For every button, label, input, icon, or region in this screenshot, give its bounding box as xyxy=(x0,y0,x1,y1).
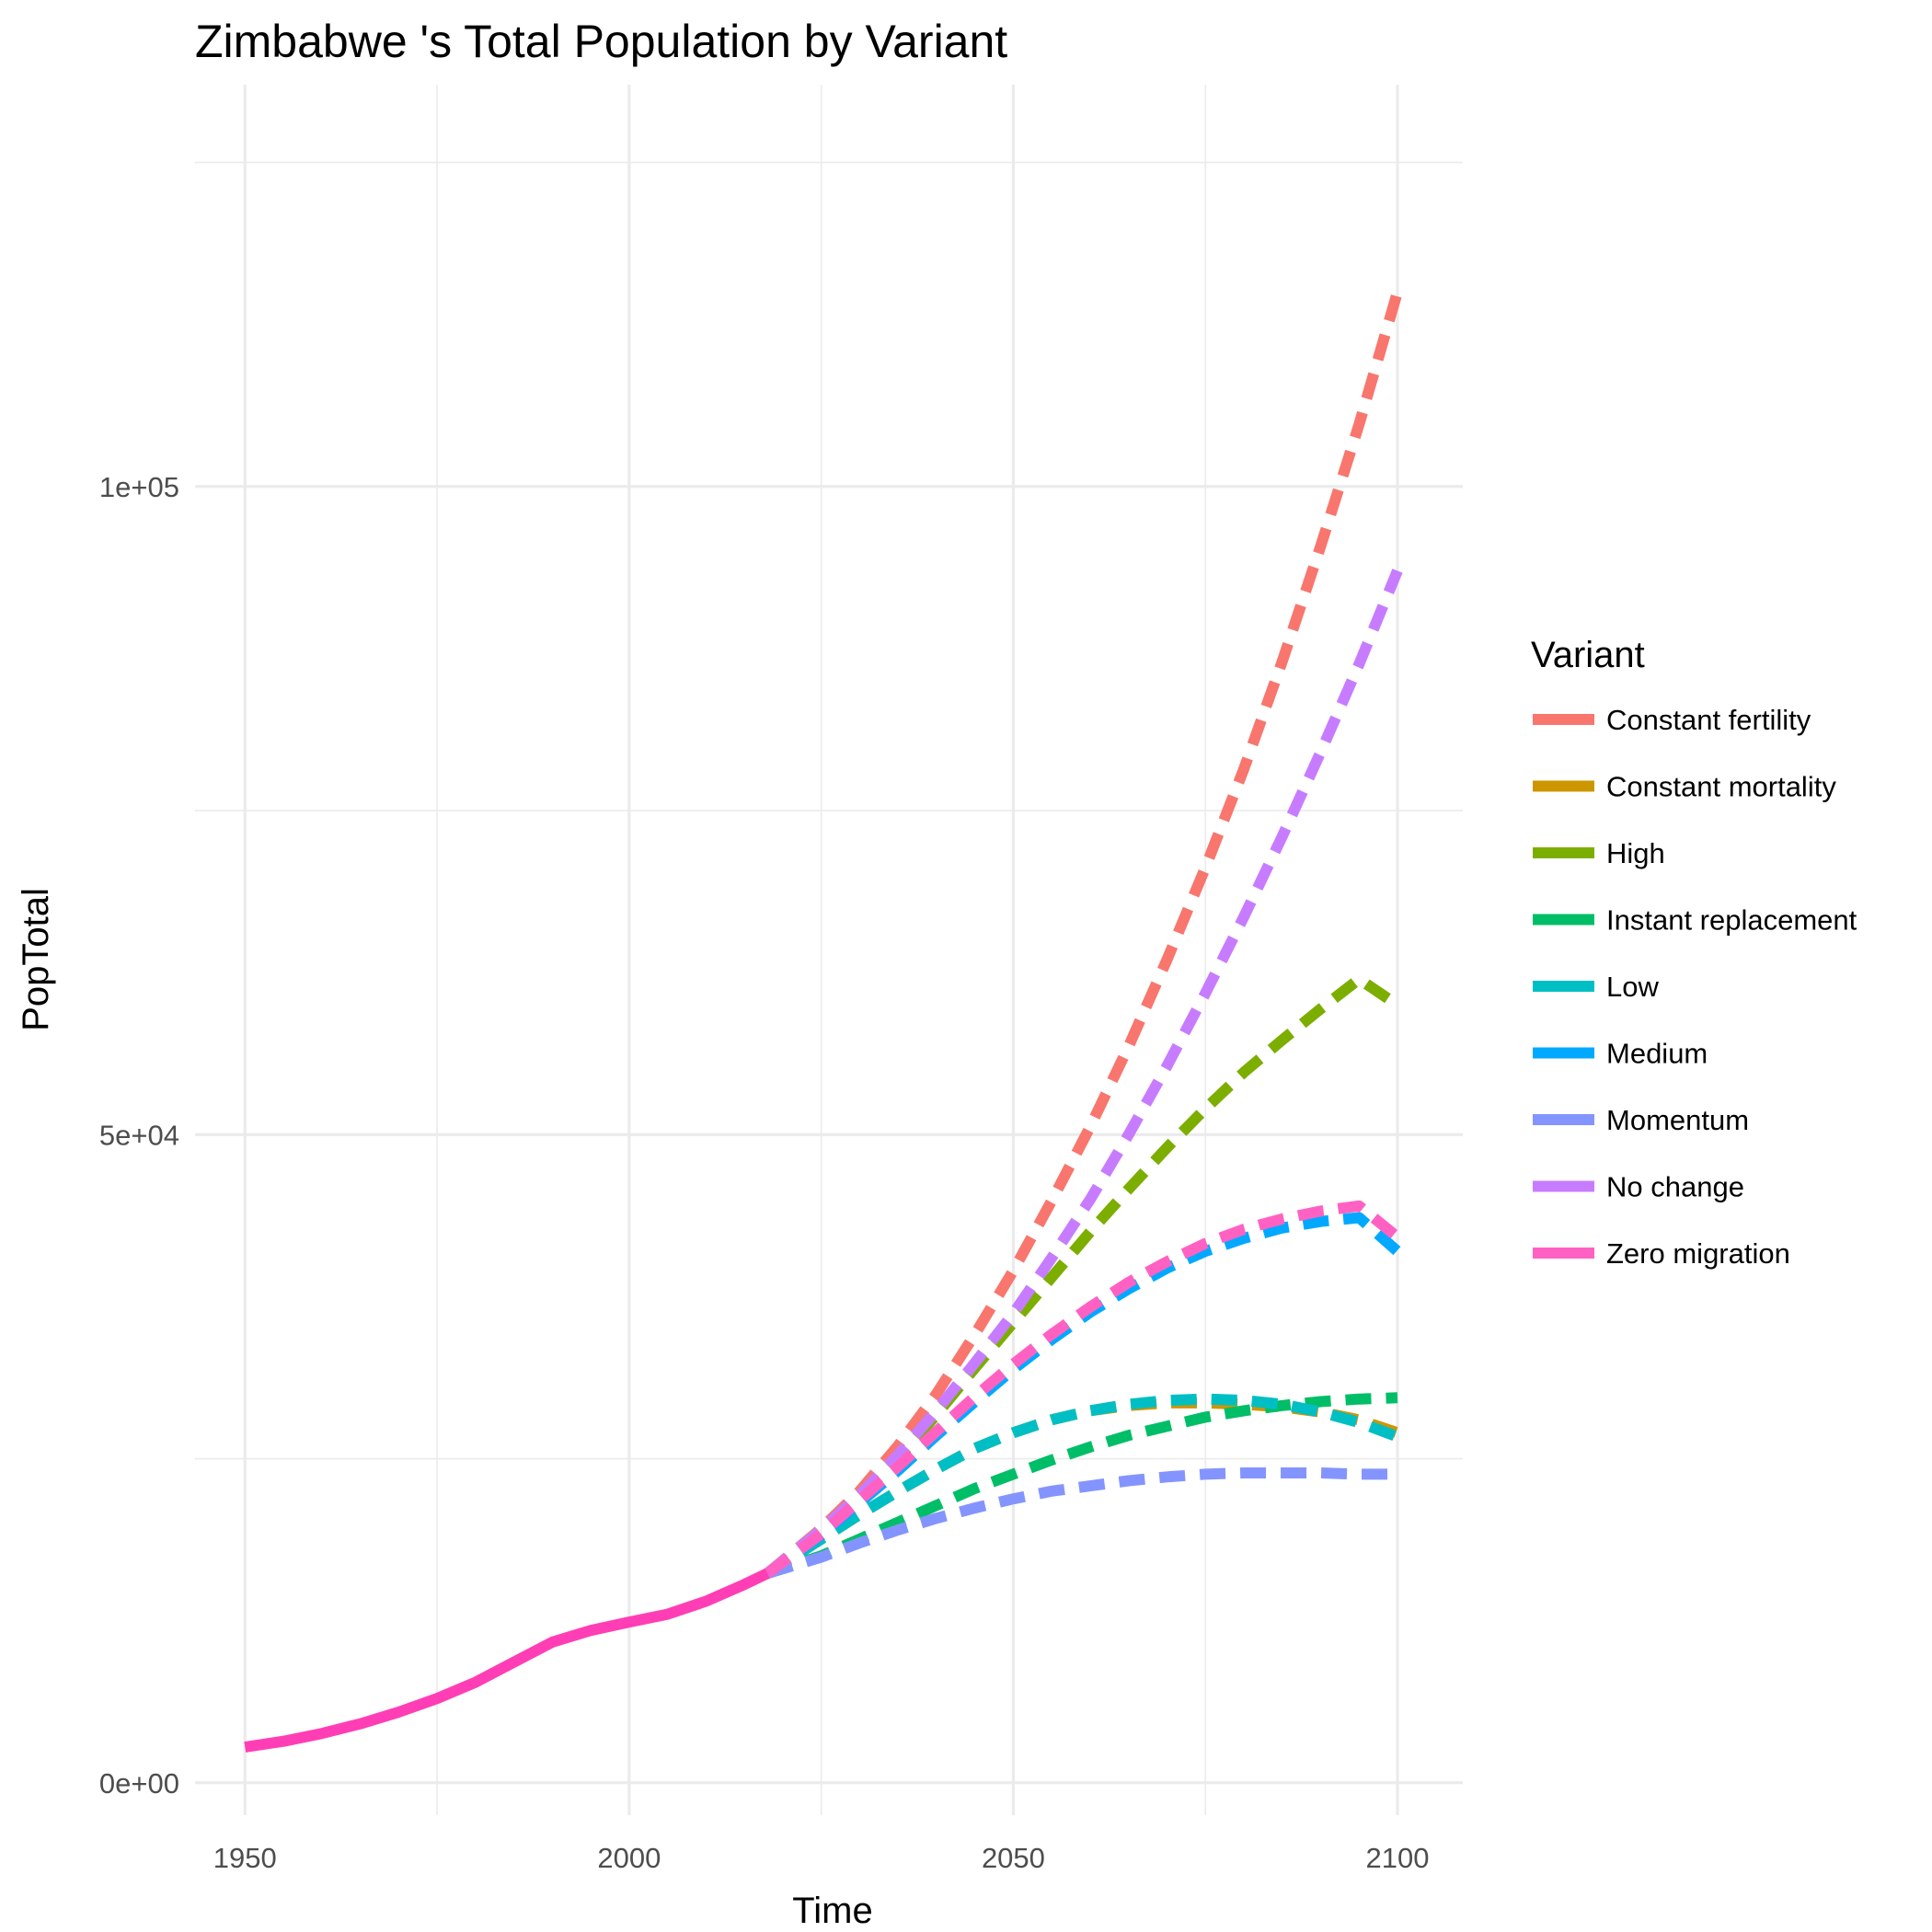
legend-items: Constant fertility Constant mortality High… xyxy=(1533,704,1857,1270)
y-tick-label: 0e+00 xyxy=(99,1767,179,1800)
legend-label: Low xyxy=(1606,971,1659,1003)
series-line-low xyxy=(764,1393,1400,1579)
x-axis-title: Time xyxy=(792,1891,872,1931)
series-lines xyxy=(244,290,1403,1753)
legend-label: Medium xyxy=(1606,1038,1708,1070)
historical-line xyxy=(244,1568,770,1753)
series-line-momentum xyxy=(765,1467,1397,1579)
legend-label: Instant replacement xyxy=(1606,904,1857,937)
series-line-zero-migration xyxy=(764,1200,1401,1579)
legend-label: Constant fertility xyxy=(1606,704,1811,736)
x-axis-tick-labels: 1950 2000 2050 2100 xyxy=(213,1842,1430,1874)
series-line-medium xyxy=(764,1212,1401,1579)
y-tick-label: 1e+05 xyxy=(99,471,179,503)
legend-label: Zero migration xyxy=(1606,1237,1790,1270)
x-tick-label: 2000 xyxy=(597,1842,661,1874)
series-line-instant-replacement xyxy=(765,1392,1398,1579)
series-line-no-change xyxy=(764,569,1403,1578)
legend-title: Variant xyxy=(1531,635,1645,675)
legend-label: No change xyxy=(1606,1171,1744,1203)
x-tick-label: 1950 xyxy=(213,1842,277,1874)
legend-label: Momentum xyxy=(1606,1104,1749,1136)
series-line-constant-fertility xyxy=(764,290,1403,1578)
y-axis-title: PopTotal xyxy=(16,888,56,1031)
x-tick-label: 2050 xyxy=(982,1842,1045,1874)
chart-title: Zimbabwe 's Total Population by Variant xyxy=(195,16,1007,67)
grid-lines xyxy=(195,85,1463,1815)
legend-label: High xyxy=(1606,837,1665,869)
legend: Variant Constant fertility Constant morta… xyxy=(1531,635,1857,1270)
x-tick-label: 2100 xyxy=(1366,1842,1430,1874)
y-axis-tick-labels: 0e+00 5e+04 1e+05 xyxy=(99,471,179,1800)
legend-label: Constant mortality xyxy=(1606,771,1836,803)
y-tick-label: 5e+04 xyxy=(99,1119,179,1151)
